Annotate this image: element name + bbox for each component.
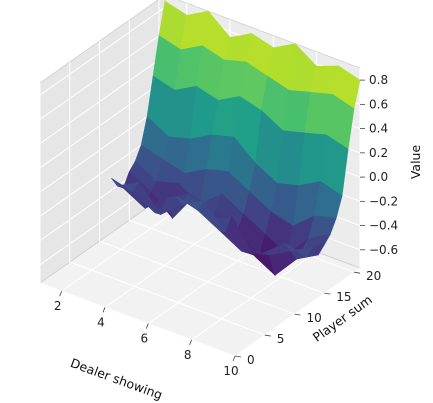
y-gridline (128, 20, 325, 294)
y-tick-label: 5 (277, 332, 285, 346)
y-tick-mark (353, 271, 361, 274)
x-tick-label: 6 (140, 332, 148, 346)
y-gridline (69, 62, 265, 336)
surface-patch (284, 242, 313, 258)
y-tick-label: 0 (247, 353, 255, 367)
x-tick-label: 10 (223, 364, 238, 378)
x-tick-label: 8 (184, 348, 192, 362)
y-gridline (99, 41, 295, 315)
y-tick-mark (264, 334, 271, 337)
y-tick-mark (324, 292, 331, 295)
z-tick-label: 0.2 (369, 146, 388, 160)
y-tick-label: 10 (307, 311, 322, 325)
z-tick-label: 0.6 (369, 97, 388, 111)
z-tick-label: −0.6 (369, 243, 398, 257)
x-tick-mark (59, 290, 63, 297)
tick-labels: 2 4 6 8 10 0 5 10 15 20 −0.6 −0.4 −0.2 0.0 0.2 0.4 0.6 0.… (54, 73, 398, 378)
z-tick-label: −0.4 (369, 219, 398, 233)
x-tick-mark (102, 307, 106, 313)
x-tick-label: 4 (97, 315, 105, 329)
y-tick-mark (234, 355, 242, 358)
x-tick-mark (189, 339, 193, 345)
y-tick-label: 15 (336, 290, 351, 304)
z-tick-label: 0.0 (369, 170, 388, 184)
x-tick-mark (232, 355, 236, 362)
x-gridline (234, 68, 361, 357)
x-tick-label: 2 (54, 299, 62, 313)
z-axis-label: Value (408, 145, 423, 180)
z-tick-label: −0.2 (369, 194, 398, 208)
y-gridline (39, 83, 236, 357)
x-axis-label: Dealer showing (68, 355, 164, 402)
z-tick-label: 0.8 (369, 73, 388, 87)
z-tick-label: 0.4 (369, 122, 388, 136)
x-tick-mark (145, 323, 149, 329)
y-tick-label: 20 (366, 269, 381, 283)
y-tick-mark (294, 313, 301, 316)
surface-plot (111, 0, 361, 277)
